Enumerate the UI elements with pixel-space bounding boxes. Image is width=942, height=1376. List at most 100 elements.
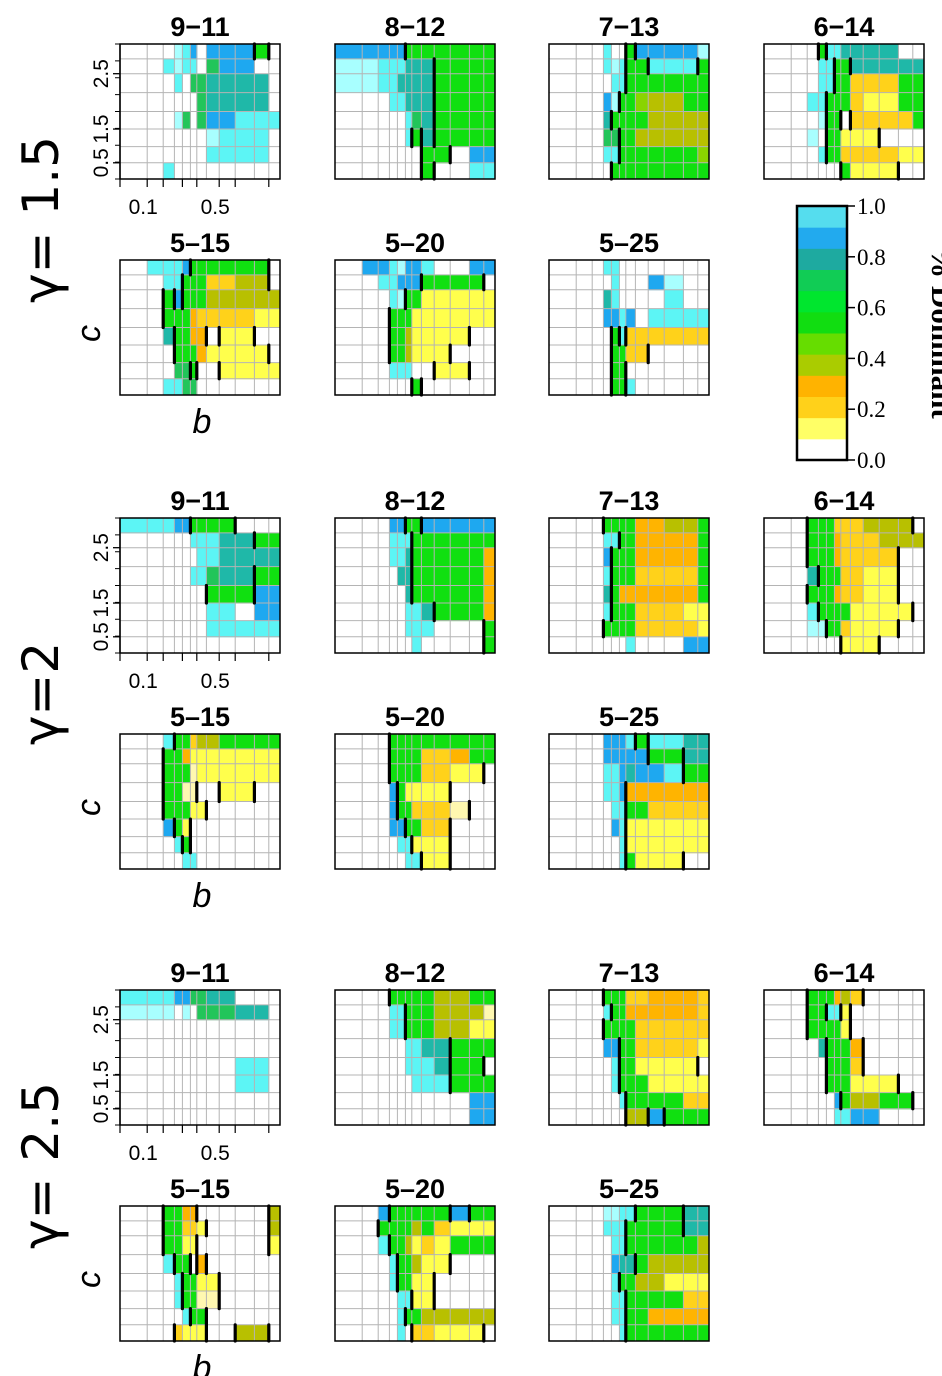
heat-cell — [611, 362, 620, 380]
heat-cell — [182, 1291, 191, 1310]
heat-cell — [434, 547, 451, 568]
heat-cell — [120, 990, 148, 1006]
heat-cell — [421, 819, 435, 838]
heat-cell — [863, 92, 880, 112]
heat-cell — [163, 289, 175, 310]
heat-cell — [483, 603, 496, 622]
heat-cell — [469, 260, 485, 276]
heat-cell — [389, 782, 398, 802]
heat-cell — [196, 532, 207, 549]
heat-cell — [254, 92, 270, 112]
heat-cell — [397, 92, 406, 112]
heat-cell — [603, 748, 612, 765]
heat-cell — [389, 990, 398, 1006]
heat-cell — [834, 1019, 842, 1040]
heat-cell — [206, 532, 220, 549]
heat-cell — [434, 1235, 451, 1256]
panel-frame — [548, 43, 710, 180]
heat-cell — [174, 1206, 183, 1222]
y-tick-label: 1.5 — [90, 588, 113, 617]
heat-cell — [163, 734, 175, 750]
heat-cell — [697, 734, 710, 750]
heat-cell — [603, 308, 612, 328]
heat-cell — [619, 836, 627, 854]
heat-cell — [850, 547, 864, 568]
heat-cell — [405, 92, 413, 112]
heat-cell — [421, 44, 435, 60]
heat-cell — [405, 852, 413, 870]
heat-cell — [268, 289, 281, 310]
heat-cell — [163, 782, 175, 802]
heat-cell — [182, 308, 191, 328]
heat-cell — [603, 44, 612, 60]
heat-cell — [389, 763, 398, 784]
heat-cell — [469, 1038, 485, 1058]
heat-cell — [389, 547, 398, 568]
heat-cell — [235, 345, 255, 364]
heat-cell — [219, 92, 236, 112]
heat-cell — [635, 1220, 649, 1237]
heat-cell — [619, 1291, 627, 1310]
heat-cell — [182, 782, 191, 802]
heat-cell — [619, 73, 627, 94]
heat-cell — [450, 73, 470, 94]
heat-cell — [206, 44, 220, 60]
heat-cell — [434, 518, 451, 534]
heat-cell — [421, 1019, 435, 1040]
heat-cell — [450, 58, 470, 75]
heat-cell — [405, 620, 413, 638]
heat-cell — [405, 1038, 413, 1058]
heat-cell — [434, 763, 451, 784]
heat-cell — [219, 289, 236, 310]
heat-cell — [611, 1291, 620, 1310]
heat-cell — [254, 129, 270, 148]
heat-cell — [434, 782, 451, 802]
x-tick-label: 0.5 — [201, 1142, 230, 1165]
heat-cell — [411, 782, 422, 802]
colorbar-tick-label: 0.4 — [857, 346, 886, 371]
colorbar-swatch — [797, 290, 847, 313]
heat-cell — [411, 748, 422, 765]
panel-2-5: 5–20 — [334, 1174, 496, 1343]
heat-cell — [834, 111, 842, 130]
heat-cell — [469, 547, 485, 568]
heat-cell — [648, 532, 665, 549]
heat-cell — [397, 260, 406, 276]
heat-cell — [611, 819, 620, 838]
heat-cell — [196, 1273, 207, 1292]
heat-cell — [664, 990, 684, 1006]
panel-1-0: 9−11 0.5 1.5 2.5 0.1 0.5 — [90, 486, 281, 693]
heat-cell — [450, 1075, 470, 1094]
heat-cell — [206, 345, 220, 364]
heat-cell — [268, 111, 281, 130]
heat-cell — [174, 819, 183, 838]
heat-cell — [268, 620, 281, 638]
heat-cell — [850, 129, 864, 148]
heat-cell — [469, 146, 485, 164]
heat-cell — [182, 289, 191, 310]
heat-cell — [483, 620, 496, 638]
heat-cell — [397, 1254, 406, 1274]
heat-cell — [697, 1108, 710, 1126]
heat-cell — [174, 518, 183, 534]
heat-cell — [611, 1004, 620, 1021]
heat-cell — [235, 532, 255, 549]
heat-cell — [411, 1220, 422, 1237]
heat-cell — [421, 260, 435, 276]
heat-cell — [219, 308, 236, 328]
heat-cell — [268, 1206, 281, 1222]
heat-cell — [411, 763, 422, 784]
heat-cell — [834, 1004, 842, 1021]
heat-cell — [807, 990, 819, 1006]
heat-cell — [611, 1038, 620, 1058]
heat-cell — [405, 532, 413, 549]
heat-cell — [219, 327, 236, 346]
heat-cell — [434, 1019, 451, 1040]
heat-cell — [648, 566, 665, 586]
heat-cell — [397, 990, 406, 1006]
heat-cell — [389, 532, 398, 549]
heat-cell — [834, 92, 842, 112]
heat-cell — [611, 1235, 620, 1256]
heat-cell — [611, 345, 620, 364]
